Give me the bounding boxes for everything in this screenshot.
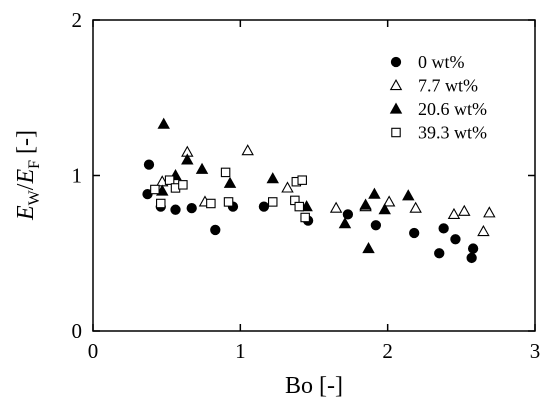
y-tick-label: 1 [72, 164, 83, 188]
data-point [359, 198, 372, 210]
data-point [438, 223, 449, 234]
legend-marker [389, 78, 403, 91]
y-tick-label: 0 [72, 319, 83, 343]
legend: 0 wt% 7.7 wt% 20.6 wt% 39.3 wt% [389, 52, 487, 143]
legend-marker [391, 127, 401, 138]
data-point [281, 181, 294, 193]
data-point [186, 203, 197, 214]
data-point [223, 176, 237, 188]
y-axis-title-subscript-2: F [26, 160, 43, 169]
y-axis-title-symbol-1: E [13, 205, 39, 221]
data-point [170, 204, 181, 215]
data-point [378, 203, 391, 215]
data-point [338, 217, 352, 229]
y-axis-title-slash: / [13, 183, 39, 190]
data-point [300, 212, 310, 223]
y-axis-title-unit: [-] [13, 130, 39, 160]
axis-ticks [92, 19, 536, 332]
legend-marker [390, 56, 402, 68]
legend-label: 20.6 wt% [418, 99, 487, 119]
data-point [150, 184, 160, 195]
data-point [206, 198, 216, 209]
legend-label: 39.3 wt% [418, 123, 487, 143]
y-tick-label: 2 [72, 8, 83, 32]
legend-label: 0 wt% [418, 52, 465, 72]
data-point [370, 220, 382, 231]
data-point [362, 242, 375, 254]
data-point [467, 243, 479, 254]
plot-frame [92, 19, 536, 332]
data-point [434, 248, 445, 259]
data-point [466, 252, 477, 264]
legend-marker [389, 102, 403, 114]
series-3 [150, 167, 310, 223]
data-point [483, 206, 496, 218]
data-point [220, 167, 231, 178]
data-point [267, 197, 278, 207]
x-axis-title: Bo [-] [285, 373, 343, 399]
y-axis-title-subscript-1: W [26, 189, 43, 205]
series-1 [156, 144, 496, 237]
data-point [258, 201, 270, 212]
series-0 [142, 159, 479, 264]
data-point [266, 172, 279, 184]
data-point [368, 187, 381, 199]
x-tick-label: 1 [235, 339, 246, 363]
data-point [195, 162, 209, 174]
data-point [157, 117, 170, 129]
x-tick-label: 2 [382, 339, 393, 363]
y-axis-title: EW/EF [-] [13, 130, 43, 221]
x-axis-tick-labels: 0 1 2 3 [88, 339, 541, 363]
x-tick-label: 0 [88, 339, 99, 363]
data-point [156, 198, 166, 209]
data-point [458, 204, 471, 216]
data-point [477, 224, 490, 237]
data-point [223, 197, 234, 207]
data-point [164, 175, 175, 185]
data-point [181, 153, 194, 165]
y-axis-title-symbol-2: E [13, 169, 39, 185]
data-point [450, 234, 461, 245]
data-point [447, 207, 461, 219]
data-point [297, 175, 307, 185]
data-point [382, 195, 396, 207]
legend-label: 7.7 wt% [418, 76, 478, 96]
data-points [142, 117, 496, 264]
x-tick-label: 3 [530, 339, 541, 363]
data-point [402, 189, 415, 201]
data-point [329, 201, 343, 213]
data-point [241, 144, 254, 156]
data-point [409, 227, 420, 239]
data-point [143, 159, 155, 170]
data-point [409, 201, 422, 213]
data-point [210, 224, 221, 236]
y-axis-tick-labels: 0 1 2 [72, 8, 83, 343]
data-point [294, 201, 305, 212]
data-point [178, 180, 188, 190]
data-point [342, 209, 354, 220]
